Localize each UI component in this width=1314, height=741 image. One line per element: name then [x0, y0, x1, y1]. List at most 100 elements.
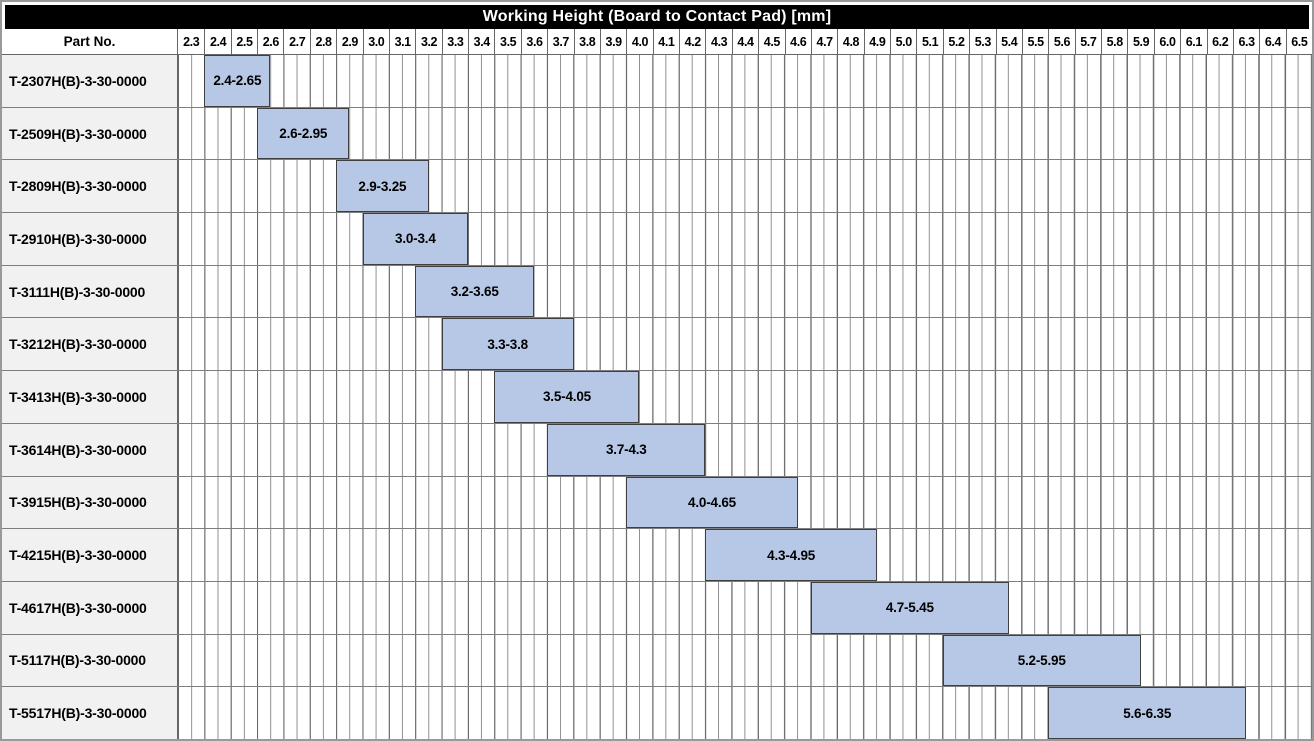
range-bar-label: 3.3-3.8: [487, 336, 528, 352]
row-plot-area: 3.5-4.05: [178, 371, 1312, 423]
range-bar: 4.0-4.65: [626, 476, 798, 529]
row-plot-area: 4.3-4.95: [178, 529, 1312, 581]
axis-tick-label: 3.0: [362, 29, 389, 54]
range-bar: 3.2-3.65: [415, 265, 535, 318]
part-number-cell: T-5517H(B)-3-30-0000: [2, 687, 178, 739]
table-row: T-5517H(B)-3-30-0000 5.6-6.35: [2, 686, 1312, 739]
axis-tick-label: 3.6: [520, 29, 547, 54]
axis-tick-label: 5.9: [1127, 29, 1153, 54]
axis-tick-label: 2.8: [309, 29, 336, 54]
table-row: T-4215H(B)-3-30-0000 4.3-4.95: [2, 528, 1312, 581]
axis-tick-label: 4.2: [679, 29, 705, 54]
range-bar-label: 5.2-5.95: [1017, 652, 1066, 668]
row-plot-area: 3.2-3.65: [178, 265, 1312, 318]
table-row: T-2307H(B)-3-30-0000 2.4-2.65: [2, 55, 1312, 107]
axis-tick-label: 6.5: [1285, 29, 1312, 54]
axis-tick-label: 6.3: [1232, 29, 1259, 54]
axis-tick-label: 5.6: [1048, 29, 1074, 54]
part-number-cell: T-3212H(B)-3-30-0000: [2, 318, 178, 371]
axis-tick-label: 5.2: [942, 29, 969, 54]
part-number-cell: T-4617H(B)-3-30-0000: [2, 581, 178, 634]
axis-tick-label: 3.2: [415, 29, 441, 54]
table-body: T-2307H(B)-3-30-0000 2.4-2.65 T-2509H(B)-3…: [2, 55, 1312, 739]
range-bar-label: 2.9-3.25: [358, 178, 407, 194]
table-row: T-3212H(B)-3-30-0000 3.3-3.8: [2, 317, 1312, 371]
range-bar-label: 3.2-3.65: [450, 284, 499, 300]
table-row: T-3111H(B)-3-30-0000 3.2-3.65: [2, 264, 1312, 318]
axis-tick-label: 5.7: [1074, 29, 1101, 54]
part-number-cell: T-2307H(B)-3-30-0000: [2, 55, 178, 107]
row-plot-area: 3.0-3.4: [178, 213, 1312, 265]
axis-tick-label: 5.5: [1021, 29, 1048, 54]
axis-tick-label: 3.8: [573, 29, 600, 54]
axis-tick-label: 2.7: [283, 29, 309, 54]
part-number-cell: T-2809H(B)-3-30-0000: [2, 160, 178, 213]
range-bar: 4.7-5.45: [810, 581, 1009, 634]
axis-tick-label: 2.9: [336, 29, 362, 54]
axis-tick-label: 4.7: [810, 29, 837, 54]
table-row: T-2809H(B)-3-30-0000 2.9-3.25: [2, 159, 1312, 213]
range-bar-label: 3.5-4.05: [543, 389, 591, 405]
row-plot-area: 5.6-6.35: [178, 687, 1312, 739]
axis-tick-label: 4.9: [863, 29, 890, 54]
chart-title-bar: Working Height (Board to Contact Pad) [m…: [5, 5, 1309, 29]
range-bar: 2.9-3.25: [336, 160, 429, 213]
table-row: T-3614H(B)-3-30-0000 3.7-4.3: [2, 422, 1312, 476]
range-bar-label: 5.6-6.35: [1123, 705, 1172, 721]
range-bar: 3.7-4.3: [547, 423, 706, 476]
table-row: T-4617H(B)-3-30-0000 4.7-5.45: [2, 580, 1312, 634]
axis-tick-label: 4.5: [758, 29, 784, 54]
part-number-cell: T-2910H(B)-3-30-0000: [2, 213, 178, 265]
range-bar: 3.0-3.4: [362, 213, 469, 265]
row-plot-area: 2.4-2.65: [178, 55, 1312, 107]
axis-tick-label: 2.6: [257, 29, 283, 54]
part-number-cell: T-3915H(B)-3-30-0000: [2, 476, 178, 529]
part-number-cell: T-2509H(B)-3-30-0000: [2, 107, 178, 160]
axis-tick-label: 3.9: [599, 29, 626, 54]
part-number-cell: T-5117H(B)-3-30-0000: [2, 634, 178, 687]
axis-tick-label: 2.4: [204, 29, 230, 54]
axis-tick-label: 6.0: [1153, 29, 1180, 54]
axis-tick-label: 5.8: [1101, 29, 1127, 54]
table-row: T-5117H(B)-3-30-0000 5.2-5.95: [2, 633, 1312, 687]
axis-tick-label: 5.0: [890, 29, 916, 54]
range-bar-label: 4.3-4.95: [767, 547, 816, 563]
range-bar-label: 2.6-2.95: [279, 126, 328, 142]
axis-tick-label: 6.4: [1259, 29, 1285, 54]
range-bar: 3.3-3.8: [441, 318, 574, 371]
row-plot-area: 4.0-4.65: [178, 476, 1312, 529]
axis-tick-label: 4.3: [705, 29, 731, 54]
range-bar-label: 3.7-4.3: [605, 442, 647, 458]
table-row: T-2509H(B)-3-30-0000 2.6-2.95: [2, 106, 1312, 160]
axis-tick-label: 4.6: [784, 29, 811, 54]
axis-tick-label: 4.8: [837, 29, 863, 54]
part-number-cell: T-4215H(B)-3-30-0000: [2, 529, 178, 581]
axis-tick-label: 3.7: [547, 29, 573, 54]
axis-tick-label: 6.1: [1180, 29, 1206, 54]
axis-ticks: 2.3 2.4 2.5 2.6 2.7 2.8 2.9 3.0 3.1 3.2 3.3 3.4 3.5 3…: [178, 29, 1312, 54]
table-row: T-3915H(B)-3-30-0000 4.0-4.65: [2, 475, 1312, 529]
row-plot-area: 2.6-2.95: [178, 107, 1312, 160]
range-bar-label: 2.4-2.65: [213, 73, 262, 89]
part-number-cell: T-3111H(B)-3-30-0000: [2, 265, 178, 318]
axis-tick-label: 4.0: [626, 29, 652, 54]
row-plot-area: 4.7-5.45: [178, 581, 1312, 634]
row-plot-area: 5.2-5.95: [178, 634, 1312, 687]
range-bar: 5.6-6.35: [1048, 687, 1247, 739]
row-plot-area: 3.3-3.8: [178, 318, 1312, 371]
range-bar: 2.4-2.65: [204, 55, 271, 107]
axis-tick-label: 3.3: [441, 29, 468, 54]
axis-tick-label: 2.5: [230, 29, 257, 54]
axis-tick-label: 6.2: [1206, 29, 1233, 54]
range-bar: 4.3-4.95: [705, 529, 877, 581]
range-bar-label: 4.7-5.45: [885, 600, 934, 616]
row-plot-area: 3.7-4.3: [178, 423, 1312, 476]
axis-tick-label: 5.4: [995, 29, 1022, 54]
range-bar: 2.6-2.95: [257, 107, 350, 160]
axis-tick-label: 4.4: [731, 29, 758, 54]
axis-tick-label: 3.4: [468, 29, 494, 54]
axis-tick-label: 3.5: [494, 29, 520, 54]
axis-tick-label: 4.1: [652, 29, 679, 54]
row-plot-area: 2.9-3.25: [178, 160, 1312, 213]
